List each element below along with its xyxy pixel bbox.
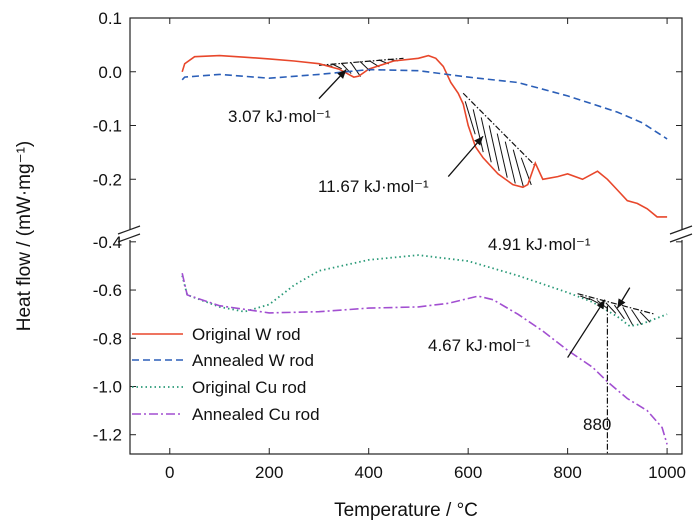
annotation-arrowhead [617,298,626,309]
annotation-arrowhead [474,136,484,146]
x-tick-label: 400 [355,463,383,482]
hatch-line [496,133,508,178]
hatch-line [464,101,476,135]
hatch-line [631,309,642,325]
annotation-arrowhead [596,299,605,310]
y-tick-label: 0.0 [98,63,122,82]
axis-break-slash [669,225,693,235]
x-tick-label: 800 [553,463,581,482]
y-tick-label: -0.4 [93,233,122,252]
hatch-line [613,304,625,320]
y-tick-label: -0.6 [93,281,122,300]
hatch-line [512,149,524,187]
legend: Original W rod Annealed W rod Original C… [132,325,320,424]
y-tick-label: 0.1 [98,9,122,28]
hatch-line [504,141,516,184]
annotation-4.91: 4.91 kJ·mol⁻¹ [488,235,591,254]
annotation-arrow [567,299,606,358]
y-tick-label: -1.2 [93,426,122,445]
y-tick-label: -1.0 [93,377,122,396]
annotation-arrowhead [337,69,347,79]
hatch-line [350,61,361,77]
x-tick-label: 1000 [648,463,686,482]
axis-break-slash [117,225,141,235]
hatch-line [488,125,500,171]
integration-baseline [462,92,536,167]
hatch-line [579,295,591,301]
axis-break-gap [676,230,688,240]
hatch-line [331,63,342,70]
y-tick-label: -0.1 [93,117,122,136]
y-tick-label: -0.2 [93,170,122,189]
hatch-line [588,297,599,304]
y-tick-label: -0.8 [93,329,122,348]
axis-break-marks [117,225,693,243]
legend-label-original-cu: Original Cu rod [192,378,306,397]
annotation-4.67: 4.67 kJ·mol⁻¹ [428,336,531,355]
legend-label-original-w: Original W rod [192,325,301,344]
hatch-line [622,307,634,326]
integration-baseline [577,293,655,315]
legend-label-annealed-w: Annealed W rod [192,351,314,370]
annotation-880: 880 [583,415,611,434]
y-axis-label: Heat flow / (mW·mg⁻¹) [14,141,35,332]
series-line-3 [181,273,668,445]
annotation-11.67: 11.67 kJ·mol⁻¹ [318,177,429,196]
hatch-line [472,109,484,153]
x-tick-label: 200 [255,463,283,482]
legend-label-annealed-cu: Annealed Cu rod [192,405,320,424]
axis-break-slash [669,233,693,243]
x-tick-label: 600 [454,463,482,482]
hatch-line [605,302,617,314]
annotation-3.07: 3.07 kJ·mol⁻¹ [228,107,331,126]
hatch-line [639,311,651,323]
series-line-0 [181,54,668,218]
hatch-line [480,117,492,163]
axis-break-gap [124,230,136,240]
series-line-1 [181,68,668,140]
axis-break-slash [117,233,141,243]
x-axis-label: Temperature / °C [334,500,478,521]
x-tick-label: 0 [165,463,174,482]
